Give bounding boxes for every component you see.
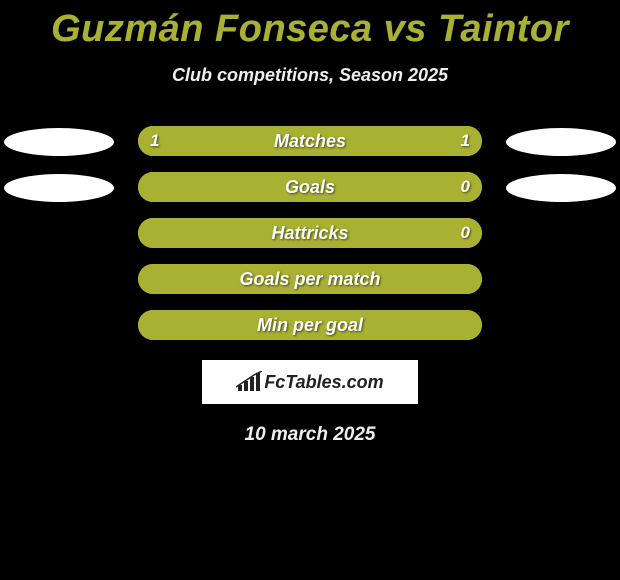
stat-label: Goals [138, 172, 482, 202]
logo-text: FcTables.com [264, 372, 383, 393]
stat-label: Matches [138, 126, 482, 156]
date-label: 10 march 2025 [0, 424, 620, 446]
stat-bar: 0Hattricks [138, 218, 482, 248]
player-right-marker [506, 128, 616, 156]
stat-label: Hattricks [138, 218, 482, 248]
stat-bar: 11Matches [138, 126, 482, 156]
stat-row: 0Goals [0, 172, 620, 204]
stats-rows: 11Matches 0Goals 0Hattricks Goals per match… [0, 126, 620, 342]
stat-label: Goals per match [138, 264, 482, 294]
stat-row: 11Matches [0, 126, 620, 158]
stat-bar: Min per goal [138, 310, 482, 340]
page-subtitle: Club competitions, Season 2025 [0, 65, 620, 86]
player-right-marker [506, 174, 616, 202]
logo: FcTables.com [202, 360, 418, 404]
stat-bar: 0Goals [138, 172, 482, 202]
page-title: Guzmán Fonseca vs Taintor [0, 0, 620, 51]
player-left-marker [4, 128, 114, 156]
stat-label: Min per goal [138, 310, 482, 340]
bar-chart-icon [236, 371, 262, 393]
stat-row: 0Hattricks [0, 218, 620, 250]
stat-row: Goals per match [0, 264, 620, 296]
stat-row: Min per goal [0, 310, 620, 342]
player-left-marker [4, 174, 114, 202]
stat-bar: Goals per match [138, 264, 482, 294]
